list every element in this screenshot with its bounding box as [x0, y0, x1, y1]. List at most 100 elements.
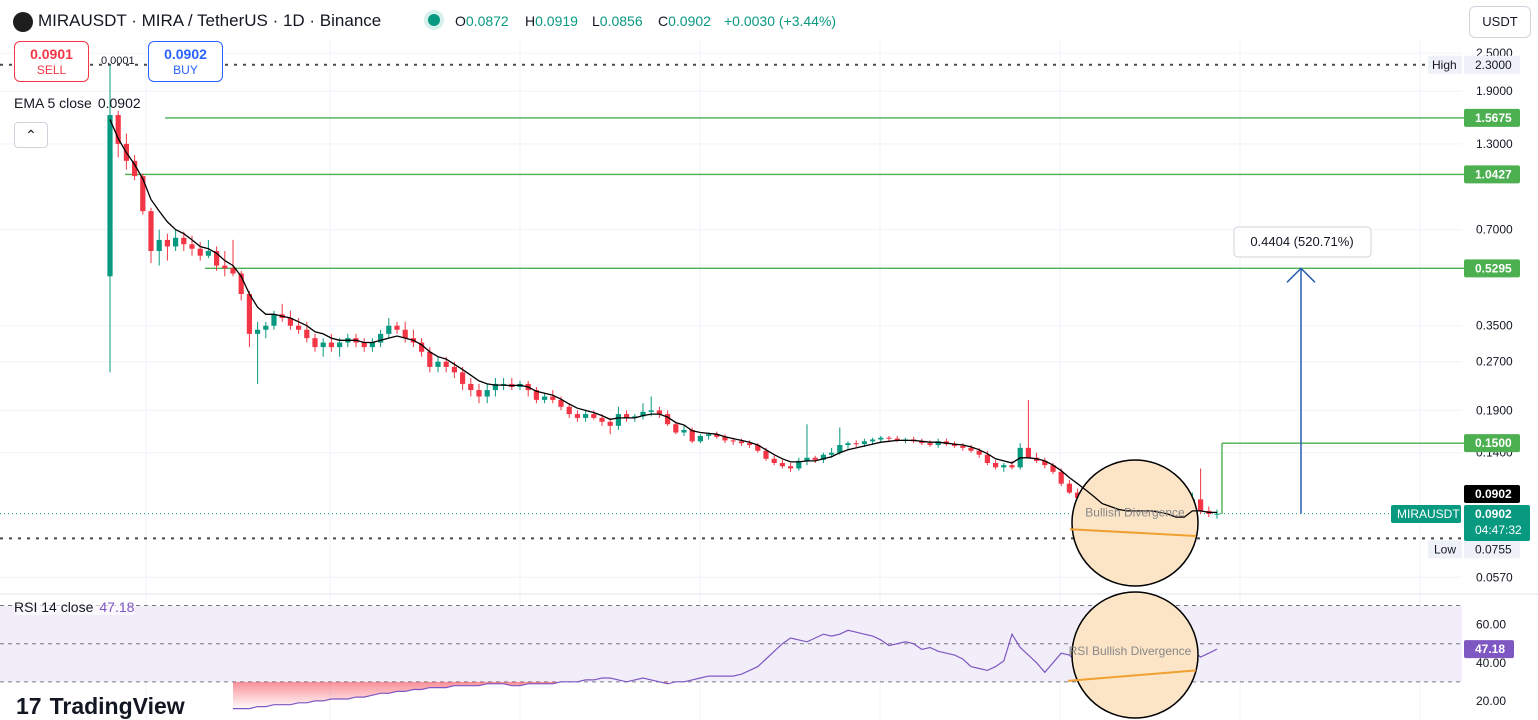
ohlc-close-key: C: [658, 13, 669, 29]
sell-price: 0.0901: [30, 46, 73, 62]
sell-button[interactable]: 0.0901 SELL: [14, 41, 89, 82]
price-tick-label: 1.9000: [1476, 84, 1513, 98]
candle-body: [246, 294, 252, 334]
symbol-tag: [1391, 505, 1461, 523]
candle-body: [542, 396, 548, 400]
rsi-tick-label: 60.00: [1476, 618, 1506, 632]
tradingview-logo[interactable]: 17 TradingView: [16, 693, 185, 720]
low-value-bg: [1464, 540, 1520, 559]
tradingview-wordmark: TradingView: [49, 693, 185, 719]
candle-body: [993, 462, 999, 468]
candle-body: [722, 436, 728, 441]
candle-body: [115, 115, 121, 144]
candle-body: [583, 414, 589, 418]
candle-body: [591, 414, 597, 418]
candle-body: [451, 366, 457, 373]
candle-body: [919, 441, 925, 444]
rsi-legend[interactable]: RSI 14 close 47.18: [14, 599, 135, 615]
candle-body: [771, 458, 777, 463]
low-value-label: 0.0755: [1475, 542, 1512, 556]
ema-price-tag: [1464, 485, 1520, 503]
measure-label-box: [1233, 226, 1372, 258]
symbol-title[interactable]: MIRAUSDT · MIRA / TetherUS · 1D · Binanc…: [38, 11, 382, 30]
candle-body: [574, 414, 580, 418]
candle-body: [230, 268, 236, 274]
price-axis[interactable]: 2.50001.90001.30000.70000.35000.27000.19…: [1391, 46, 1530, 708]
price-tick-label: 0.3500: [1476, 319, 1513, 333]
candle-body: [501, 383, 507, 385]
candle-body: [870, 439, 876, 442]
level-price-tag: [1464, 108, 1520, 127]
candle-body: [312, 338, 318, 348]
horizontal-levels: [0, 63, 1464, 540]
candle-body: [845, 443, 851, 446]
candle-body: [1025, 447, 1031, 458]
candle-body: [484, 390, 490, 397]
candle-body: [665, 414, 671, 425]
measure-label: 0.4404 (520.71%): [1250, 234, 1353, 249]
candle-body: [656, 410, 662, 415]
level-price-tag: [1464, 434, 1520, 453]
candle-body: [1214, 513, 1220, 515]
candle-body: [304, 329, 310, 339]
low-tag-bg: [1428, 540, 1462, 559]
candle-body: [386, 325, 392, 334]
currency-button[interactable]: USDT: [1469, 6, 1531, 38]
ema-line: [109, 119, 1217, 518]
candle-body: [337, 342, 343, 348]
candle-body: [419, 342, 425, 352]
price-tick-label: 0.2700: [1476, 355, 1513, 369]
candle-body: [878, 437, 884, 440]
ema-legend[interactable]: EMA 5 close 0.0902: [14, 95, 141, 111]
candle-body: [476, 390, 482, 397]
candle-body: [173, 237, 179, 247]
buy-button[interactable]: 0.0902 BUY: [148, 41, 223, 82]
divergence-circle: [1071, 459, 1199, 587]
candle-body: [427, 351, 433, 367]
candle-body: [402, 329, 408, 339]
last-price-label: 0.0902: [1475, 507, 1512, 521]
level-price-tag: [1464, 259, 1520, 278]
candle-body: [853, 443, 859, 445]
high-tag-bg: [1428, 55, 1462, 74]
candle-body: [443, 361, 449, 367]
ohlc-high-key: H: [525, 13, 536, 29]
candle-body: [886, 437, 892, 439]
candle-body: [640, 411, 646, 417]
candle-body: [738, 441, 744, 444]
candle-body: [271, 314, 277, 326]
rsi-value-tag: [1464, 640, 1514, 659]
candle-body: [1050, 465, 1056, 472]
candle-body: [1001, 465, 1007, 468]
candle-body: [1198, 499, 1204, 511]
candle-body: [435, 361, 441, 367]
candle-body: [820, 454, 826, 460]
candle-body: [968, 447, 974, 451]
candle-body: [632, 416, 638, 418]
ohlc-low: L0.0856: [592, 13, 643, 29]
rsi-legend-value: 47.18: [99, 599, 135, 615]
candle-body: [287, 318, 293, 326]
candle-body: [1058, 471, 1064, 484]
candle-body: [238, 273, 244, 295]
candle-body: [533, 390, 539, 400]
candle-body: [189, 244, 195, 249]
candle-body: [148, 211, 154, 252]
candle-body: [296, 325, 302, 330]
candle-body: [205, 251, 211, 256]
candle-body: [164, 239, 170, 247]
collapse-legend-icon[interactable]: ⌃: [14, 122, 48, 148]
buy-price: 0.0902: [164, 46, 207, 62]
candle-body: [747, 443, 753, 446]
candle-body: [550, 396, 556, 400]
candle-body: [255, 329, 261, 334]
last-price-tag: [1464, 505, 1530, 541]
candle-body: [730, 440, 736, 442]
symbol-logo-icon: [13, 12, 33, 32]
candle-body: [861, 441, 867, 445]
ema-legend-label: EMA 5 close: [14, 95, 92, 111]
candle-body: [197, 248, 203, 256]
candle-body: [804, 457, 810, 461]
candle-body: [328, 342, 334, 348]
